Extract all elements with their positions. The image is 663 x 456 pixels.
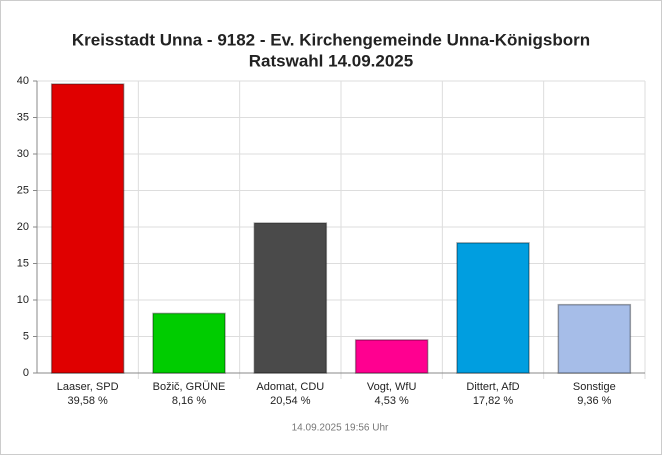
y-tick-label: 30 (17, 148, 29, 160)
value-label: 4,53 % (375, 395, 409, 407)
y-tick-label: 20 (17, 221, 29, 233)
bar (50, 83, 125, 374)
chart-subtitle: Ratswahl 14.09.2025 (249, 51, 413, 70)
y-tick-label: 10 (17, 294, 29, 306)
y-tick-label: 40 (17, 75, 29, 87)
bar (456, 242, 530, 374)
x-tick-label: Božič, GRÜNE (153, 381, 226, 393)
x-tick-label: Sonstige (573, 381, 616, 393)
x-tick-label: Vogt, WfU (367, 381, 417, 393)
y-tick-label: 15 (17, 257, 29, 269)
bar (152, 312, 226, 374)
x-tick-label: Adomat, CDU (256, 381, 324, 393)
value-label: 17,82 % (473, 395, 514, 407)
bar (557, 303, 632, 374)
bar (354, 339, 429, 374)
chart-title: Kreisstadt Unna - 9182 - Ev. Kirchengeme… (72, 30, 590, 49)
y-tick-label: 0 (23, 367, 29, 379)
value-label: 39,58 % (67, 395, 108, 407)
value-label: 9,36 % (577, 395, 611, 407)
y-tick-label: 35 (17, 111, 29, 123)
x-tick-label: Dittert, AfD (466, 381, 519, 393)
bar (253, 222, 328, 374)
y-tick-label: 5 (23, 330, 29, 342)
value-label: 8,16 % (172, 395, 206, 407)
x-tick-label: Laaser, SPD (57, 381, 119, 393)
footer: 14.09.2025 19:56 Uhr (292, 423, 389, 434)
y-tick-label: 25 (17, 184, 29, 196)
value-label: 20,54 % (270, 395, 311, 407)
